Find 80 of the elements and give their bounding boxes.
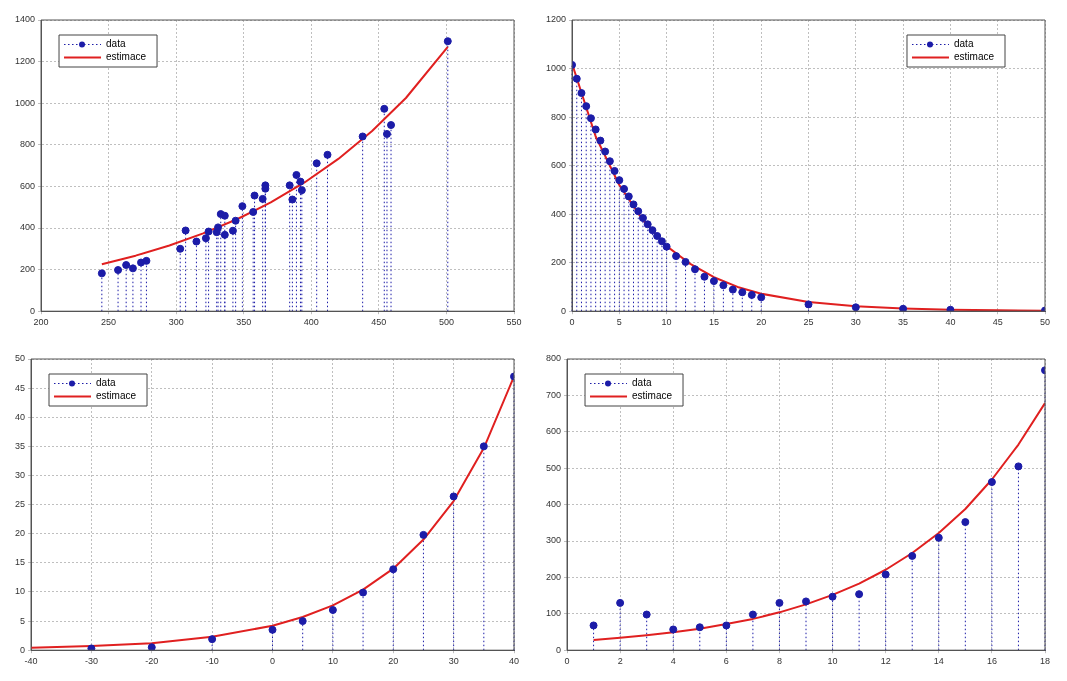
y-tick-label: 200: [545, 571, 562, 582]
y-tick-label: 600: [545, 426, 562, 437]
x-tick-label: 0: [569, 317, 575, 328]
y-tick-label: 1000: [545, 63, 567, 74]
x-tick-label: -20: [145, 656, 159, 667]
y-tick-label: 0: [561, 305, 567, 316]
legend-label: data: [96, 377, 116, 389]
x-tick-label: -30: [84, 656, 98, 667]
x-tick-label: 500: [438, 317, 454, 328]
x-tick-label: 45: [992, 317, 1003, 328]
x-tick-label: 18: [1039, 656, 1051, 667]
x-tick-label: 10: [327, 656, 338, 667]
x-tick-label: 350: [236, 317, 252, 328]
x-tick-label: 30: [850, 317, 861, 328]
x-tick-label: 200: [33, 317, 49, 328]
legend-label: data: [953, 38, 974, 50]
legend-label: estimace: [96, 390, 137, 402]
y-tick-label: 30: [15, 469, 26, 480]
x-tick-label: 10: [661, 317, 672, 328]
legend-label: estimace: [632, 390, 673, 402]
legend-label: data: [106, 38, 126, 50]
y-tick-label: 400: [19, 222, 36, 233]
x-tick-label: 15: [708, 317, 719, 328]
y-tick-label: 1200: [14, 56, 36, 67]
y-tick-label: 200: [550, 257, 567, 268]
x-tick-label: -10: [205, 656, 219, 667]
legend-label: data: [632, 377, 652, 389]
x-tick-label: 6: [723, 656, 729, 667]
x-tick-label: 0: [270, 656, 276, 667]
x-tick-label: 450: [371, 317, 387, 328]
x-tick-label: 8: [776, 656, 782, 667]
y-tick-label: 1200: [545, 14, 567, 25]
x-tick-label: 550: [506, 317, 522, 328]
x-tick-label: 50: [1039, 317, 1051, 328]
x-tick-label: 20: [756, 317, 767, 328]
x-tick-label: 40: [945, 317, 956, 328]
y-tick-label: 0: [556, 644, 562, 655]
y-tick-label: 40: [15, 411, 26, 422]
y-tick-label: 600: [19, 180, 36, 191]
x-tick-label: 400: [303, 317, 319, 328]
y-tick-label: 35: [15, 440, 26, 451]
y-tick-label: 700: [545, 389, 562, 400]
y-tick-label: 20: [15, 528, 26, 539]
x-tick-label: 300: [168, 317, 184, 328]
x-tick-label: 16: [986, 656, 997, 667]
x-tick-label: 25: [803, 317, 814, 328]
y-tick-label: 800: [545, 353, 562, 364]
y-tick-label: 0: [30, 305, 36, 316]
y-tick-label: 10: [15, 586, 26, 597]
y-tick-label: 400: [545, 499, 562, 510]
y-tick-label: 0: [20, 644, 26, 655]
y-tick-label: 600: [550, 160, 567, 171]
y-tick-label: 50: [15, 353, 26, 364]
x-tick-label: 30: [448, 656, 459, 667]
y-tick-label: 800: [550, 111, 567, 122]
x-tick-label: 14: [933, 656, 944, 667]
y-tick-label: 400: [550, 208, 567, 219]
x-tick-label: 40: [508, 656, 520, 667]
x-tick-label: 250: [101, 317, 117, 328]
x-tick-label: 20: [388, 656, 399, 667]
y-tick-label: 15: [15, 557, 26, 568]
y-tick-label: 200: [19, 264, 36, 275]
y-tick-label: 500: [545, 462, 562, 473]
y-tick-label: 800: [19, 139, 36, 150]
legend-label: estimace: [953, 51, 995, 63]
y-tick-label: 25: [15, 499, 26, 510]
x-tick-label: 12: [880, 656, 891, 667]
x-tick-label: 4: [670, 656, 676, 667]
y-tick-label: 5: [20, 615, 26, 626]
y-tick-label: 45: [15, 382, 26, 393]
x-tick-label: 5: [616, 317, 622, 328]
x-tick-label: 35: [898, 317, 909, 328]
y-tick-label: 300: [545, 535, 562, 546]
x-tick-label: 10: [827, 656, 838, 667]
x-tick-label: -40: [24, 656, 38, 667]
y-tick-label: 100: [545, 608, 562, 619]
x-tick-label: 2: [617, 656, 623, 667]
y-tick-label: 1000: [14, 97, 36, 108]
legend-label: estimace: [106, 51, 147, 63]
y-tick-label: 1400: [14, 14, 36, 25]
